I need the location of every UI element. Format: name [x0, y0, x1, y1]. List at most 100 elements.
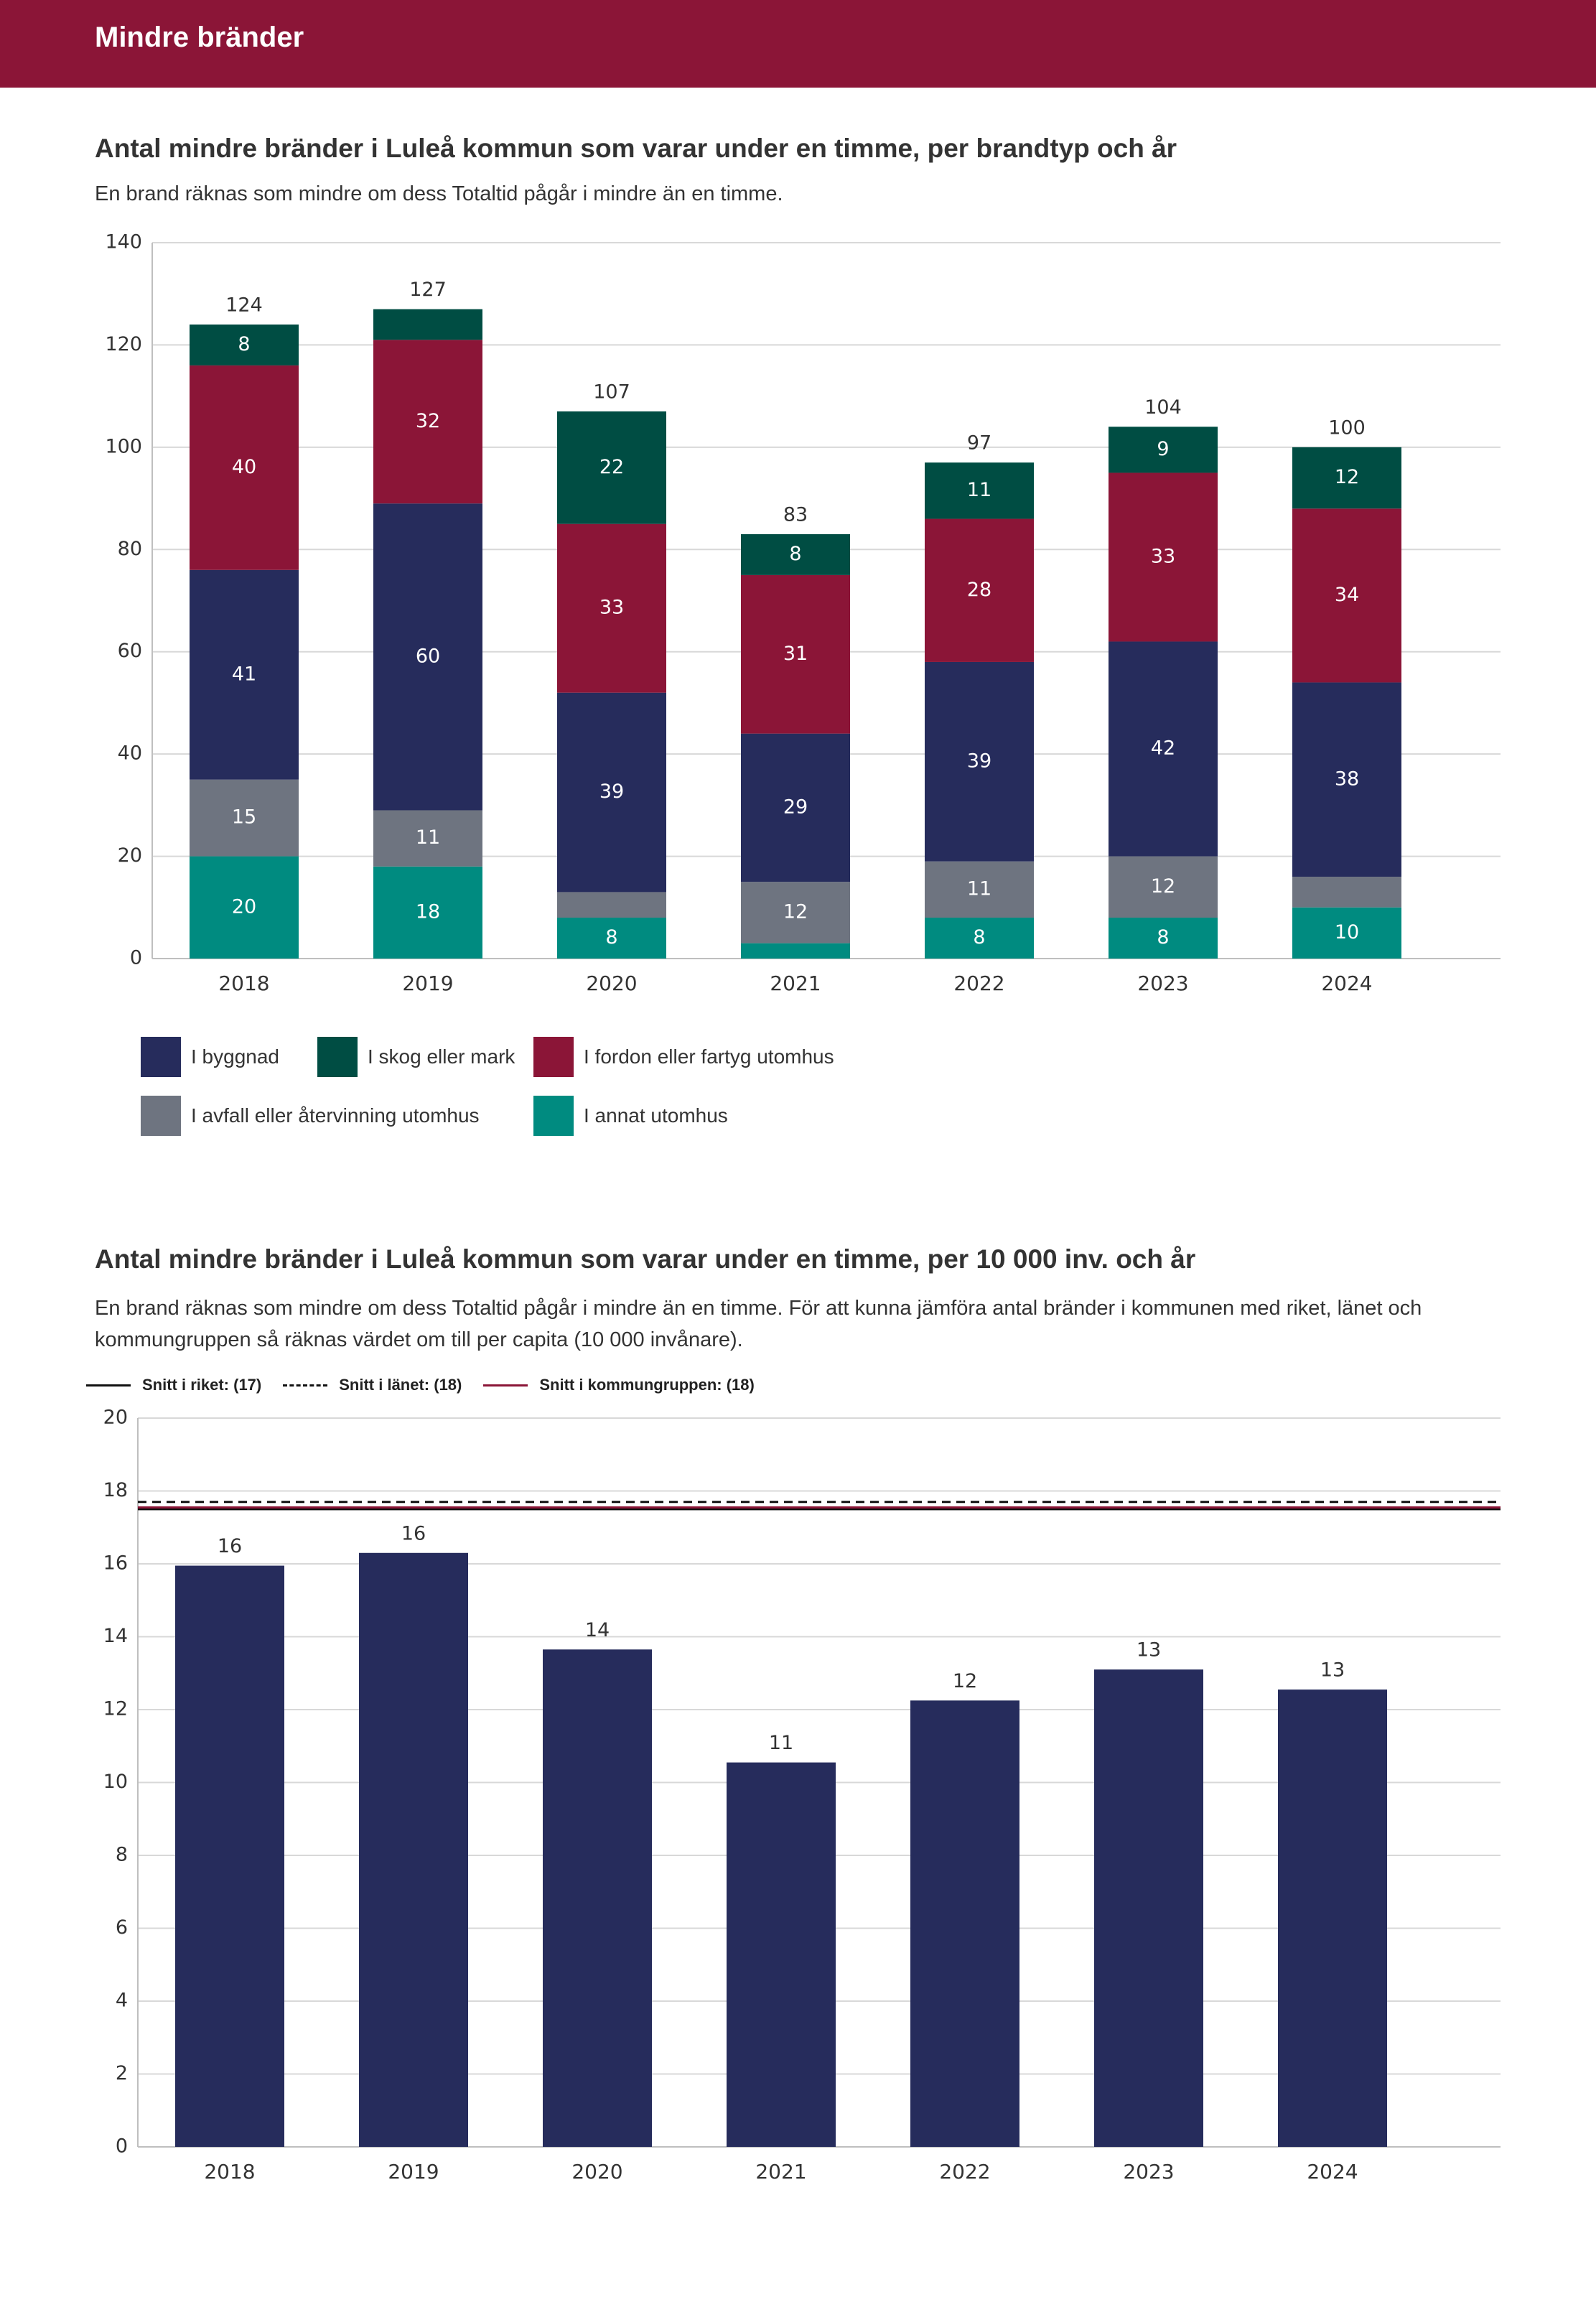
per-capita-bar-chart: 0 2 4 6 8 10 12 14 16 18 20 16 2018 16 2019 14 2020 11 202…: [103, 1407, 1501, 2183]
y-tick-label: 60: [118, 640, 142, 662]
bar-segment: [190, 856, 299, 959]
x-tick-label: 2021: [755, 2160, 806, 2183]
segment-label: 42: [1151, 737, 1175, 760]
bar-value-label: 14: [585, 1619, 610, 1641]
total-label: 97: [967, 432, 991, 455]
legend-swatch: [317, 1037, 358, 1077]
x-tick-label: 2024: [1321, 971, 1372, 995]
bar-segment: [1109, 641, 1218, 857]
y-tick-label: 20: [103, 1407, 128, 1429]
segment-label: 12: [1335, 466, 1359, 488]
segment-label: 39: [967, 750, 991, 772]
page-header-bar: Mindre bränder: [0, 0, 1596, 88]
total-label: 83: [783, 503, 808, 526]
legend-label: I skog eller mark: [368, 1045, 515, 1068]
bar-segment: [741, 943, 850, 959]
bar-segment: [1109, 472, 1218, 642]
legend-swatch: [141, 1096, 181, 1136]
y-tick-label: 10: [103, 1771, 128, 1793]
chart1-heading: Antal mindre bränder i Luleå kommun som …: [95, 134, 1177, 163]
segment-label: 39: [599, 780, 624, 803]
bar: [175, 1565, 284, 2147]
avg-legend-lanet: Snitt i länet: (18): [283, 1376, 462, 1394]
bar-segment: [373, 503, 482, 811]
page-header-title: Mindre bränder: [95, 22, 304, 53]
segment-label: 15: [232, 806, 256, 829]
x-tick-label: 2019: [402, 971, 453, 995]
legend-label: I annat utomhus: [584, 1104, 728, 1127]
segment-label: 11: [967, 479, 991, 501]
avg-legend-riket-label: Snitt i riket: (17): [142, 1376, 262, 1394]
bar-value-label: 11: [769, 1732, 793, 1754]
segment-label: 28: [967, 579, 991, 601]
bar-segment: [925, 462, 1034, 519]
bar-segment: [1292, 877, 1401, 908]
x-tick-label: 2018: [218, 971, 269, 995]
segment-label: 29: [783, 796, 808, 818]
bar-segment: [1109, 856, 1218, 918]
chart2-heading: Antal mindre bränder i Luleå kommun som …: [95, 1244, 1196, 1274]
y-tick-label: 40: [118, 742, 142, 765]
bar: [727, 1762, 836, 2147]
bar-segment: [741, 733, 850, 882]
bar-segment: [925, 918, 1034, 959]
bar-segment: [190, 324, 299, 365]
bar-segment: [373, 309, 482, 340]
x-tick-label: 2024: [1307, 2160, 1358, 2183]
bar-segment: [1292, 907, 1401, 959]
stacked-bar-chart: 0 20 40 60 80 100 120 140 20 15 41 40 8 124 2018 18 11 60…: [105, 231, 1501, 995]
bar: [359, 1552, 468, 2147]
segment-label: 9: [1157, 438, 1169, 460]
average-lines-legend: Snitt i riket: (17) Snitt i länet: (18) …: [86, 1376, 776, 1394]
y-tick-label: 12: [103, 1698, 128, 1720]
y-tick-label: 20: [118, 844, 142, 867]
segment-label: 40: [232, 456, 256, 478]
x-tick-label: 2022: [953, 971, 1004, 995]
segment-label: 11: [967, 877, 991, 900]
segment-label: 31: [783, 643, 808, 665]
legend-label: I byggnad: [191, 1045, 279, 1068]
bar-segment: [1109, 427, 1218, 473]
total-label: 104: [1144, 396, 1182, 419]
bar: [1278, 1690, 1387, 2147]
chart1-subtitle: En brand räknas som mindre om dess Total…: [95, 182, 783, 205]
x-tick-label: 2019: [388, 2160, 439, 2183]
y-tick-label: 18: [103, 1479, 128, 1501]
segment-label: 8: [973, 926, 985, 949]
bar-value-label: 13: [1320, 1659, 1345, 1682]
x-tick-label: 2023: [1123, 2160, 1174, 2183]
bar-segment: [557, 523, 666, 693]
avg-legend-kommungruppen: Snitt i kommungruppen: (18): [483, 1376, 755, 1394]
segment-label: 8: [789, 543, 801, 565]
legend-swatch: [141, 1037, 181, 1077]
avg-legend-riket: Snitt i riket: (17): [86, 1376, 261, 1394]
bar: [910, 1700, 1019, 2147]
solid-line-icon: [86, 1384, 131, 1386]
bar-segment: [925, 661, 1034, 862]
y-tick-label: 120: [105, 333, 142, 355]
y-tick-label: 0: [116, 2135, 128, 2158]
y-tick-label: 4: [116, 1990, 128, 2012]
bar-segment: [373, 810, 482, 867]
y-tick-label: 2: [116, 2062, 128, 2084]
legend-item: I avfall eller återvinning utomhus: [141, 1096, 480, 1136]
bar-segment: [925, 861, 1034, 918]
bar-segment: [1292, 508, 1401, 683]
segment-label: 12: [1151, 875, 1175, 898]
legend-swatch: [533, 1037, 574, 1077]
x-tick-label: 2018: [204, 2160, 255, 2183]
dashed-line-icon: [283, 1384, 328, 1386]
bar-value-label: 12: [953, 1670, 977, 1692]
x-tick-label: 2021: [770, 971, 821, 995]
bar-segment: [557, 918, 666, 959]
bar-segment: [1292, 682, 1401, 877]
segment-label: 33: [599, 597, 624, 619]
legend-item: I skog eller mark: [317, 1037, 515, 1077]
segment-label: 12: [783, 900, 808, 923]
segment-label: 60: [416, 645, 440, 667]
avg-legend-lanet-label: Snitt i länet: (18): [339, 1376, 462, 1394]
segment-label: 38: [1335, 768, 1359, 790]
segment-label: 11: [416, 826, 440, 849]
chart2-subtitle: En brand räknas som mindre om dess Total…: [95, 1297, 1422, 1351]
x-tick-label: 2023: [1137, 971, 1188, 995]
